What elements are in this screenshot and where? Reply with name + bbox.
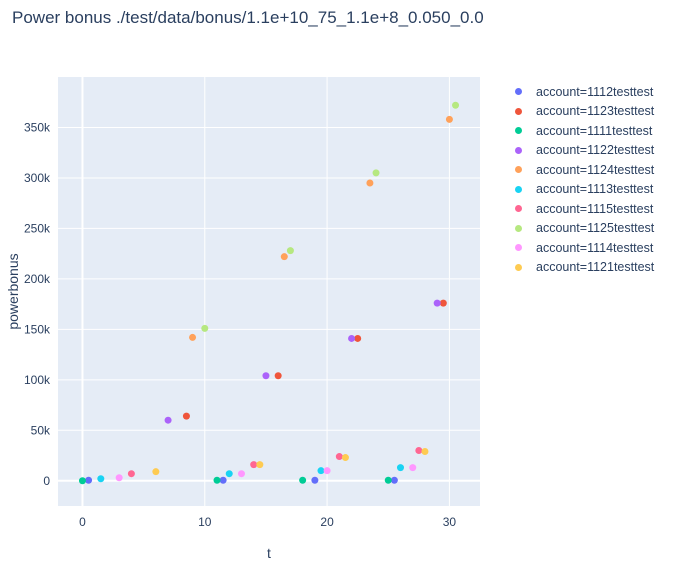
data-point[interactable] [452, 101, 460, 109]
data-point[interactable] [421, 447, 429, 455]
data-point[interactable] [78, 477, 86, 485]
data-point[interactable] [433, 299, 441, 307]
data-point[interactable] [366, 179, 374, 187]
data-point[interactable] [354, 334, 362, 342]
data-point[interactable] [85, 476, 93, 484]
legend-item[interactable]: account=1114testtest [512, 238, 654, 258]
legend-item[interactable]: account=1122testtest [512, 141, 654, 161]
x-axis-label: t [267, 545, 271, 561]
y-tick-label: 300k [24, 171, 51, 185]
data-point[interactable] [280, 253, 288, 261]
data-point[interactable] [335, 453, 343, 461]
data-point[interactable] [182, 412, 190, 420]
y-tick-label: 250k [24, 221, 51, 235]
legend-label: account=1112testtest [536, 84, 654, 99]
data-point[interactable] [372, 169, 380, 177]
data-point[interactable] [311, 476, 319, 484]
y-axis-label: powerbonus [5, 253, 21, 329]
legend-marker-icon [515, 146, 522, 154]
y-tick-label: 150k [24, 322, 51, 336]
legend-marker-icon [515, 263, 522, 271]
plot-area [58, 77, 480, 506]
data-point[interactable] [384, 476, 392, 484]
gridlines [58, 77, 480, 506]
data-point[interactable] [97, 475, 105, 483]
data-point[interactable] [250, 461, 258, 469]
legend-label: account=1114testtest [536, 240, 654, 255]
legend-item[interactable]: account=1124testtest [512, 160, 654, 180]
legend-marker-icon [515, 88, 522, 96]
x-tick-label: 10 [198, 515, 212, 529]
y-tick-label: 100k [24, 373, 51, 387]
data-point[interactable] [256, 461, 264, 469]
data-point[interactable] [323, 467, 331, 475]
data-point[interactable] [213, 476, 221, 484]
y-tick-label: 50k [31, 423, 51, 437]
data-point[interactable] [409, 464, 417, 472]
x-tick-label: 0 [79, 515, 86, 529]
data-point[interactable] [189, 333, 197, 341]
data-point[interactable] [152, 468, 160, 476]
legend-item[interactable]: account=1113testtest [512, 180, 654, 200]
data-point[interactable] [439, 299, 447, 307]
data-point[interactable] [127, 470, 135, 478]
legend-marker-icon [515, 127, 522, 135]
data-point[interactable] [396, 464, 404, 472]
chart-title: Power bonus ./test/data/bonus/1.1e+10_75… [12, 8, 484, 27]
x-tick-label: 30 [443, 515, 457, 529]
data-point[interactable] [445, 115, 453, 123]
legend-item[interactable]: account=1123testtest [512, 102, 654, 122]
data-point[interactable] [341, 454, 349, 462]
data-point[interactable] [225, 470, 233, 478]
data-point[interactable] [115, 474, 123, 482]
x-tick-label: 20 [320, 515, 334, 529]
legend-label: account=1122testtest [536, 143, 655, 158]
legend-marker-icon [515, 244, 522, 252]
data-point[interactable] [262, 372, 270, 380]
legend-label: account=1113testtest [536, 182, 654, 197]
data-point[interactable] [201, 324, 209, 332]
legend-item[interactable]: account=1125testtest [512, 219, 654, 239]
legend: account=1112testtest account=1123testtest… [512, 82, 654, 277]
y-tick-label: 0 [43, 474, 50, 488]
legend-marker-icon [515, 205, 522, 213]
legend-item[interactable]: account=1121testtest [512, 258, 654, 278]
data-point[interactable] [317, 467, 325, 475]
data-points [78, 101, 460, 485]
legend-item[interactable]: account=1112testtest [512, 82, 654, 102]
data-point[interactable] [237, 470, 245, 478]
legend-item[interactable]: account=1111testtest [512, 121, 654, 141]
legend-label: account=1121testtest [536, 260, 655, 275]
data-point[interactable] [274, 372, 282, 380]
legend-label: account=1111testtest [536, 123, 653, 138]
legend-item[interactable]: account=1115testtest [512, 199, 654, 219]
data-point[interactable] [390, 476, 398, 484]
y-axis-ticks: 0 50k 100k 150k 200k 250k 300k 350k [24, 120, 51, 487]
legend-label: account=1115testtest [536, 201, 654, 216]
y-tick-label: 350k [24, 120, 51, 134]
legend-label: account=1124testtest [536, 162, 655, 177]
data-point[interactable] [415, 446, 423, 454]
legend-label: account=1123testtest [536, 104, 655, 119]
legend-marker-icon [515, 166, 522, 174]
y-tick-label: 200k [24, 272, 51, 286]
legend-marker-icon [515, 107, 522, 115]
legend-marker-icon [515, 185, 522, 193]
data-point[interactable] [286, 247, 294, 255]
data-point[interactable] [348, 334, 356, 342]
legend-label: account=1125testtest [536, 221, 655, 236]
x-axis-ticks: 0 10 20 30 [79, 515, 456, 529]
legend-marker-icon [515, 224, 522, 232]
data-point[interactable] [299, 476, 307, 484]
data-point[interactable] [219, 476, 227, 484]
data-point[interactable] [164, 416, 172, 424]
